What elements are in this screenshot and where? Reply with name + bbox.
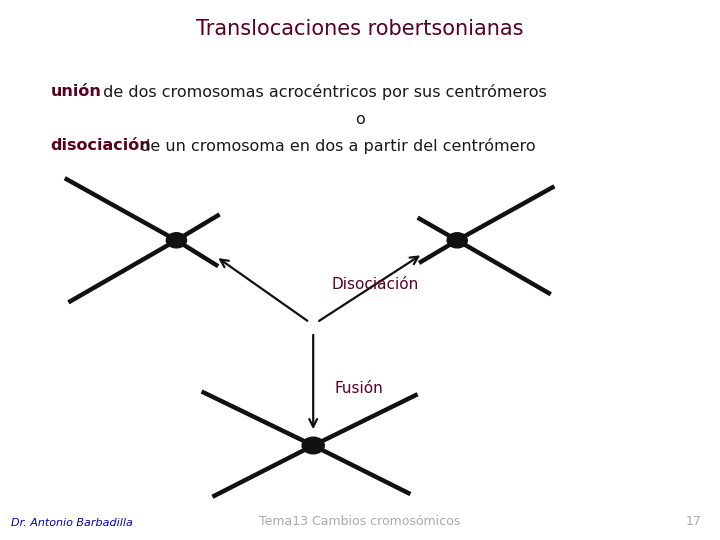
Circle shape	[302, 437, 324, 454]
Text: de un cromosoma en dos a partir del centrómero: de un cromosoma en dos a partir del cent…	[135, 138, 535, 154]
Text: Disociación: Disociación	[331, 277, 418, 292]
Text: de dos cromosomas acrocéntricos por sus centrómeros: de dos cromosomas acrocéntricos por sus …	[98, 84, 546, 100]
Text: Dr. Antonio Barbadilla: Dr. Antonio Barbadilla	[11, 518, 132, 528]
Text: Tema13 Cambios cromosómicos: Tema13 Cambios cromosómicos	[259, 515, 461, 528]
Text: 17: 17	[686, 515, 702, 528]
Text: disociación: disociación	[50, 138, 151, 153]
Text: o: o	[355, 112, 365, 127]
Circle shape	[447, 233, 467, 248]
Text: Fusión: Fusión	[335, 381, 384, 396]
Circle shape	[166, 233, 186, 248]
Text: unión: unión	[50, 84, 102, 99]
Text: Translocaciones robertsonianas: Translocaciones robertsonianas	[197, 19, 523, 39]
Text: unión de dos cromosomas acrocéntricos por sus centrómeros: unión de dos cromosomas acrocéntricos po…	[50, 84, 544, 100]
